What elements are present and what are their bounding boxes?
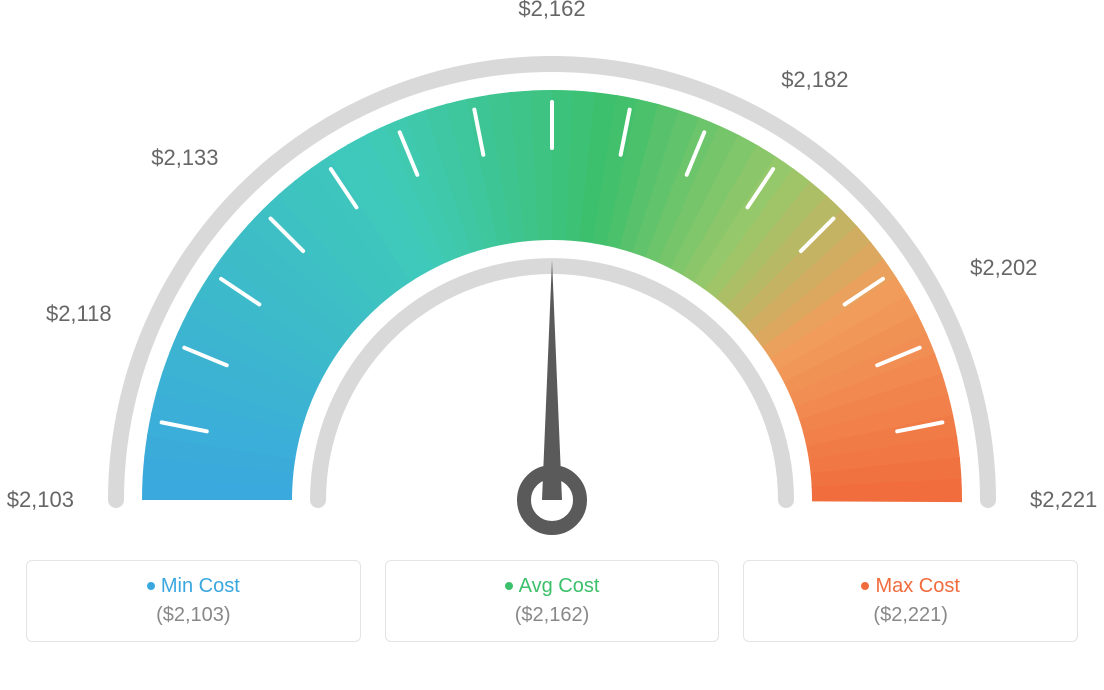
- gauge-tick-label: $2,162: [518, 0, 585, 22]
- gauge-tick-label: $2,103: [7, 487, 74, 513]
- avg-label-text: Avg Cost: [519, 575, 600, 597]
- gauge-tick-label: $2,133: [151, 145, 218, 171]
- gauge-tick-label: $2,202: [970, 255, 1037, 281]
- dot-icon: [861, 582, 869, 590]
- gauge-tick-label: $2,182: [781, 67, 848, 93]
- gauge-tick-label: $2,221: [1030, 487, 1097, 513]
- max-cost-label: Max Cost: [764, 575, 1057, 598]
- avg-cost-label: Avg Cost: [406, 575, 699, 598]
- avg-cost-value: ($2,162): [406, 604, 699, 627]
- max-label-text: Max Cost: [875, 575, 959, 597]
- min-cost-label: Min Cost: [47, 575, 340, 598]
- min-label-text: Min Cost: [161, 575, 240, 597]
- gauge-tick-label: $2,118: [46, 301, 112, 327]
- min-cost-card: Min Cost ($2,103): [26, 560, 361, 642]
- gauge-needle: [542, 260, 562, 500]
- gauge-chart: $2,103 $2,118 $2,133 $2,162 $2,182 $2,202 $2,2…: [0, 0, 1104, 560]
- cost-cards: Min Cost ($2,103) Avg Cost ($2,162) Max …: [0, 560, 1104, 642]
- dot-icon: [505, 582, 513, 590]
- max-cost-value: ($2,221): [764, 604, 1057, 627]
- gauge-svg: [0, 0, 1104, 560]
- avg-cost-card: Avg Cost ($2,162): [385, 560, 720, 642]
- max-cost-card: Max Cost ($2,221): [743, 560, 1078, 642]
- dot-icon: [147, 582, 155, 590]
- min-cost-value: ($2,103): [47, 604, 340, 627]
